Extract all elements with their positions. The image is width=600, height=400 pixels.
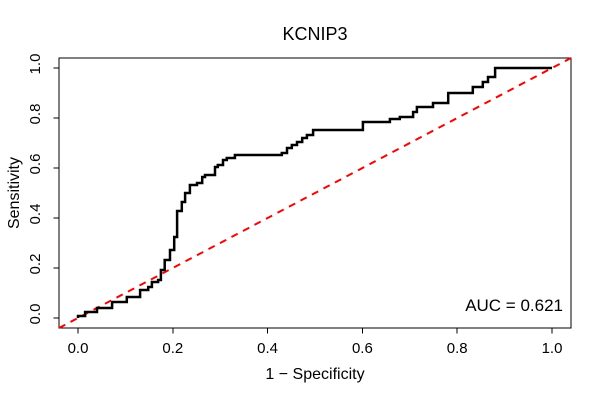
x-axis-label: 1 − Specificity bbox=[265, 366, 364, 383]
x-tick-label: 0.8 bbox=[447, 340, 468, 357]
y-tick-label: 0.0 bbox=[27, 304, 44, 325]
plot-box bbox=[58, 57, 572, 329]
y-axis-label: Sensitivity bbox=[6, 157, 23, 229]
plot-area: 0.0 0.2 0.4 0.6 0.8 1.0 0.0 0.2 0.4 0.6 0.8 1.0 bbox=[27, 54, 572, 357]
y-tick-label: 0.8 bbox=[27, 104, 44, 125]
chart-title: KCNIP3 bbox=[282, 24, 347, 44]
y-tick-label: 0.6 bbox=[27, 154, 44, 175]
x-tick-label: 1.0 bbox=[542, 340, 563, 357]
x-tick-label: 0.4 bbox=[257, 340, 278, 357]
x-tick-label: 0.2 bbox=[162, 340, 183, 357]
x-tick-label: 0.6 bbox=[352, 340, 373, 357]
y-tick-label: 1.0 bbox=[27, 54, 44, 75]
y-tick-label: 0.2 bbox=[27, 254, 44, 275]
reference-line bbox=[58, 57, 572, 329]
auc-annotation: AUC = 0.621 bbox=[465, 296, 563, 315]
y-tick-label: 0.4 bbox=[27, 204, 44, 225]
x-tick-label: 0.0 bbox=[68, 340, 89, 357]
roc-curve bbox=[76, 66, 552, 318]
